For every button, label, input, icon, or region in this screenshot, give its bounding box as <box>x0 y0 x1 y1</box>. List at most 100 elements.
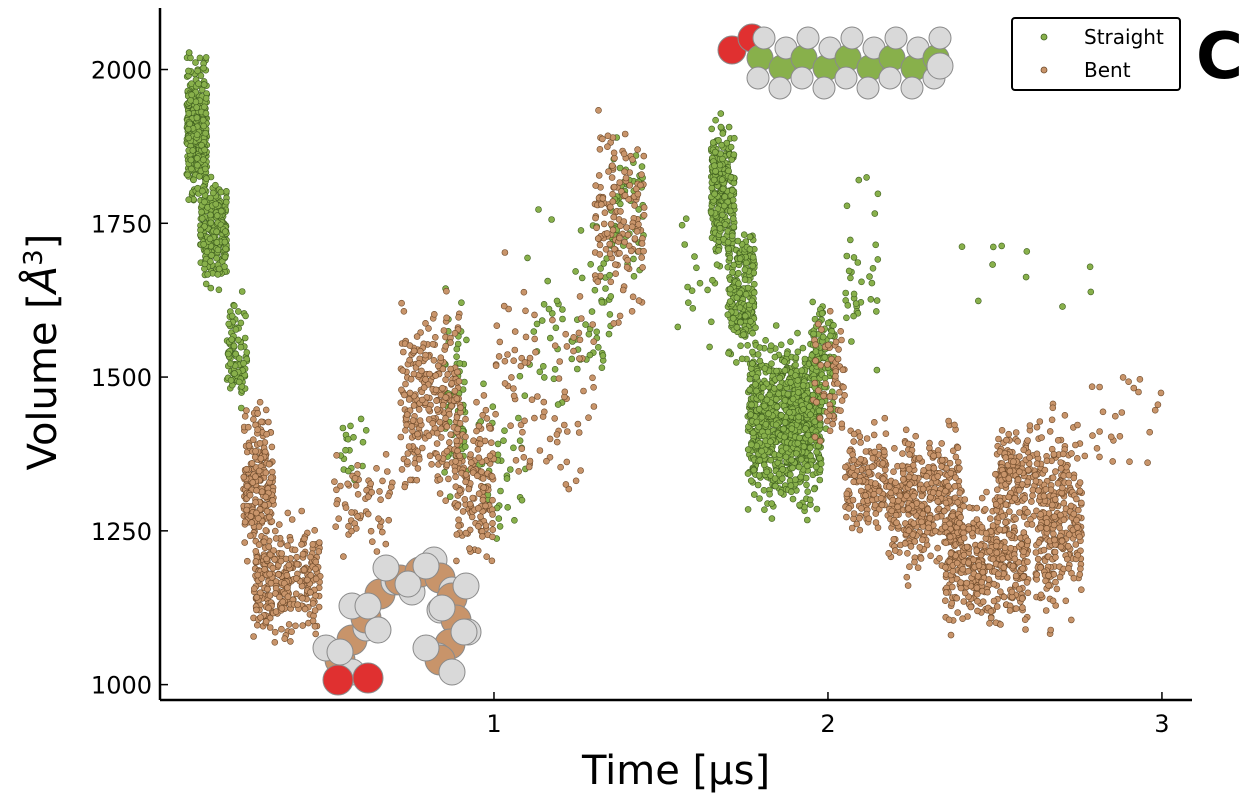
data-point <box>756 344 764 351</box>
data-point <box>299 550 307 558</box>
data-point <box>241 334 249 342</box>
data-point <box>746 375 754 383</box>
data-point <box>198 208 205 216</box>
data-point <box>607 220 615 228</box>
data-point <box>606 271 613 279</box>
data-point <box>489 496 496 504</box>
data-point <box>494 440 502 448</box>
data-point <box>730 151 738 158</box>
data-point <box>852 300 860 307</box>
data-point <box>744 341 751 349</box>
atom <box>394 570 422 598</box>
data-point <box>213 239 221 246</box>
data-point <box>974 607 981 615</box>
data-point <box>910 520 918 527</box>
data-point <box>311 622 319 630</box>
data-point <box>849 451 857 459</box>
data-point <box>212 200 220 208</box>
data-point <box>931 527 939 535</box>
data-point <box>253 594 261 601</box>
data-point <box>936 554 943 562</box>
data-point <box>455 522 462 530</box>
data-point <box>965 525 973 533</box>
data-point <box>850 312 857 320</box>
data-point <box>726 254 734 262</box>
data-point <box>726 285 734 293</box>
data-point <box>811 418 819 426</box>
data-point <box>526 457 534 465</box>
data-point <box>816 437 824 445</box>
data-point <box>947 550 955 557</box>
data-point <box>364 510 372 518</box>
data-point <box>812 341 819 349</box>
data-point <box>916 454 923 462</box>
data-point <box>397 399 405 407</box>
data-point <box>201 146 208 154</box>
data-point <box>553 438 561 446</box>
data-point <box>717 123 725 131</box>
data-point <box>929 489 937 496</box>
data-point <box>383 468 391 475</box>
data-point <box>752 324 759 332</box>
data-point <box>601 209 609 216</box>
data-point <box>506 466 514 473</box>
data-point <box>616 249 623 257</box>
data-point <box>253 621 261 629</box>
data-point <box>406 476 414 484</box>
data-point <box>794 377 802 384</box>
data-point <box>473 398 480 406</box>
data-point <box>981 505 989 513</box>
data-point <box>621 238 628 246</box>
data-point <box>473 427 480 435</box>
data-point <box>551 365 559 373</box>
data-point <box>247 532 254 540</box>
data-point <box>587 260 595 268</box>
data-point <box>283 571 291 579</box>
data-point <box>958 243 966 250</box>
data-point <box>540 374 548 381</box>
data-point <box>818 310 826 317</box>
data-point <box>807 452 814 460</box>
data-point <box>638 240 646 247</box>
data-point <box>996 588 1004 596</box>
data-point <box>230 342 238 350</box>
data-point <box>488 473 496 480</box>
data-point <box>301 535 308 543</box>
data-point <box>820 392 827 400</box>
data-point <box>291 546 299 554</box>
data-point <box>1014 437 1022 445</box>
data-point <box>797 473 805 481</box>
data-point <box>188 91 195 99</box>
data-point <box>187 97 194 104</box>
data-point <box>473 472 481 480</box>
data-point <box>623 224 630 231</box>
data-point <box>231 370 238 377</box>
data-point <box>682 215 690 222</box>
data-point <box>489 533 496 541</box>
data-point <box>474 522 482 530</box>
data-point <box>684 283 691 291</box>
data-point <box>803 516 811 524</box>
atom <box>352 662 384 694</box>
data-point <box>840 383 847 391</box>
data-point <box>287 536 294 544</box>
data-point <box>727 174 735 181</box>
data-point <box>771 475 779 482</box>
data-point <box>885 549 893 557</box>
data-point <box>267 474 275 482</box>
data-point <box>198 141 205 149</box>
data-point <box>757 393 765 401</box>
data-point <box>415 406 423 413</box>
data-point <box>781 396 789 404</box>
data-point <box>619 286 627 294</box>
data-point <box>263 507 271 515</box>
data-point <box>1012 605 1020 612</box>
data-point <box>434 454 442 461</box>
data-point <box>794 329 801 337</box>
data-point <box>974 297 982 305</box>
data-point <box>221 253 229 261</box>
data-point <box>813 398 820 406</box>
data-point <box>268 443 276 451</box>
data-point <box>344 435 352 443</box>
atom <box>856 76 880 100</box>
